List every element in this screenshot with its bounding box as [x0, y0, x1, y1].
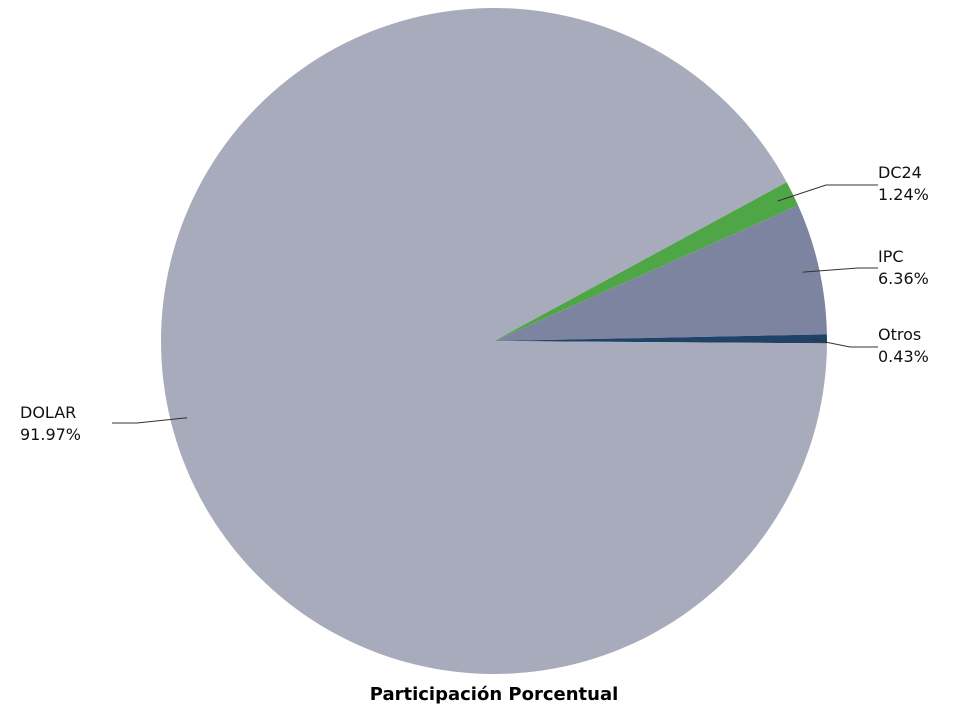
slice-label-otros: Otros: [878, 325, 921, 344]
pie-slice-ipc: [494, 205, 827, 341]
slice-value-otros: 0.43%: [878, 347, 929, 366]
pie-slice-otros: [494, 334, 827, 344]
leader-line-otros: [810, 338, 878, 348]
slice-label-dolar: DOLAR: [20, 403, 76, 422]
leader-lines: [112, 184, 878, 424]
slice-value-dc24: 1.24%: [878, 185, 929, 204]
leader-line-ipc: [802, 267, 878, 273]
leader-line-dolar: [112, 417, 188, 424]
slice-label-ipc: IPC: [878, 247, 904, 266]
pie-slice-dolar: [160, 7, 827, 674]
leader-line-dc24: [777, 184, 878, 202]
pie-slice-dc24: [494, 182, 799, 341]
slice-value-ipc: 6.36%: [878, 269, 929, 288]
slice-value-dolar: 91.97%: [20, 425, 81, 444]
slice-labels: DC24 1.24% IPC 6.36% Otros 0.43% DOLAR 91.97%: [20, 163, 929, 444]
slice-label-dc24: DC24: [878, 163, 922, 182]
chart-title: Participación Porcentual: [370, 684, 619, 705]
pie-slices: [160, 7, 827, 674]
